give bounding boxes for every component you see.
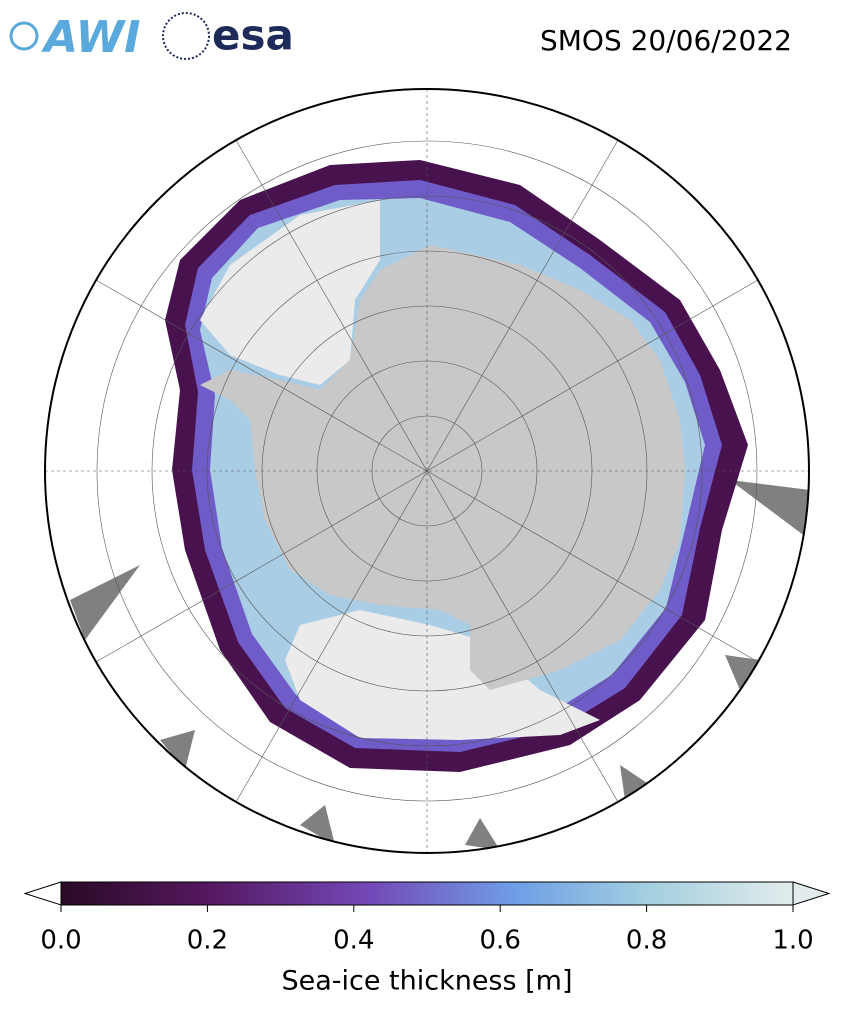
colorbar-tick-label: 1.0: [772, 926, 813, 956]
colorbar-tick-label: 0.2: [187, 926, 228, 956]
esa-logo-text: esa: [212, 11, 294, 60]
colorbar-over: [792, 881, 831, 906]
awi-logo: AWI: [9, 12, 141, 63]
esa-logo: esa: [162, 11, 294, 60]
graticule: [45, 89, 809, 853]
colorbar-tick-label: 0.0: [40, 926, 81, 956]
colorbar-ramp: [60, 881, 794, 906]
colorbar-tick-label: 0.4: [333, 926, 374, 956]
antarctica: [200, 245, 685, 690]
map-title: SMOS 20/06/2022: [540, 24, 792, 57]
ross-sea: [285, 610, 600, 740]
awi-logo-text: AWI: [41, 12, 141, 63]
colorbar-tick-label: 0.6: [480, 926, 521, 956]
colorbar-tick-label: 0.8: [626, 926, 667, 956]
colorbar-label: Sea-ice thickness [m]: [281, 966, 572, 997]
colorbar: [23, 881, 831, 906]
weddell-sea: [200, 200, 380, 385]
colorbar-under: [23, 881, 62, 906]
map-frame: [44, 88, 810, 854]
map: [45, 89, 809, 853]
